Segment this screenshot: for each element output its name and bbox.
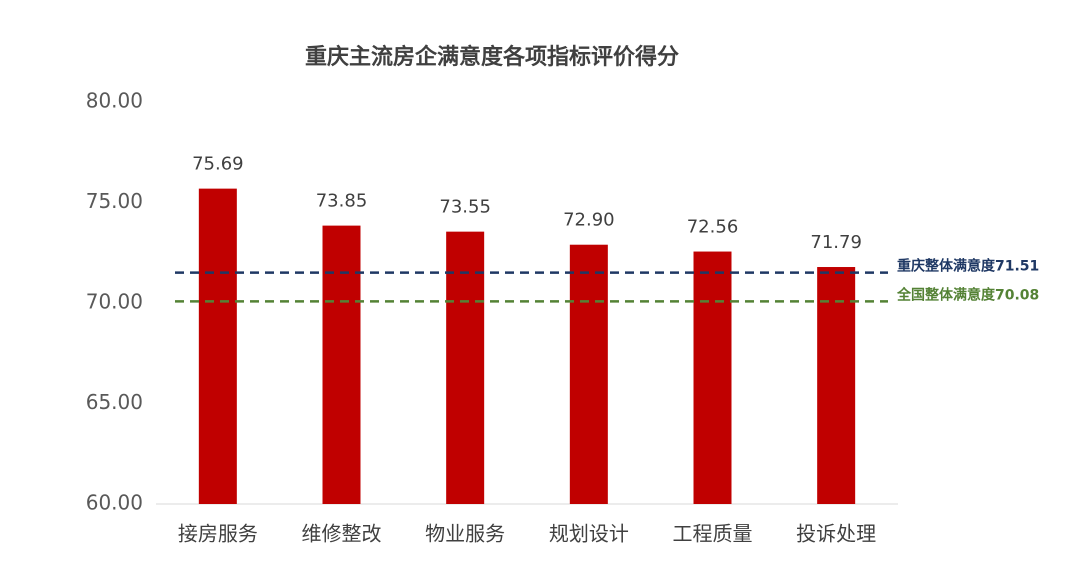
x-tick-label: 规划设计 xyxy=(549,522,629,546)
value-label: 73.55 xyxy=(439,197,491,218)
x-tick-label: 物业服务 xyxy=(425,522,505,546)
bar xyxy=(817,267,856,504)
value-label: 72.90 xyxy=(563,210,615,231)
y-tick-label: 70.00 xyxy=(86,290,143,314)
bar xyxy=(693,251,732,504)
x-tick-label: 工程质量 xyxy=(673,522,753,546)
y-tick-label: 60.00 xyxy=(86,491,143,515)
reference-label: 全国整体满意度70.08 xyxy=(896,286,1039,303)
value-label: 72.56 xyxy=(687,217,739,238)
value-label: 75.69 xyxy=(192,154,244,175)
bar xyxy=(198,188,237,505)
bar xyxy=(446,231,485,504)
y-tick-label: 80.00 xyxy=(86,89,143,113)
x-tick-label: 维修整改 xyxy=(302,522,382,546)
bar xyxy=(322,225,361,505)
chart-title: 重庆主流房企满意度各项指标评价得分 xyxy=(305,44,679,70)
value-label: 73.85 xyxy=(316,191,368,212)
value-label: 71.79 xyxy=(810,232,862,253)
x-tick-label: 投诉处理 xyxy=(796,522,876,546)
bar xyxy=(569,244,608,504)
y-tick-label: 65.00 xyxy=(86,390,143,414)
y-tick-label: 75.00 xyxy=(86,189,143,213)
reference-label: 重庆整体满意度71.51 xyxy=(897,258,1039,275)
x-tick-label: 接房服务 xyxy=(178,522,258,546)
